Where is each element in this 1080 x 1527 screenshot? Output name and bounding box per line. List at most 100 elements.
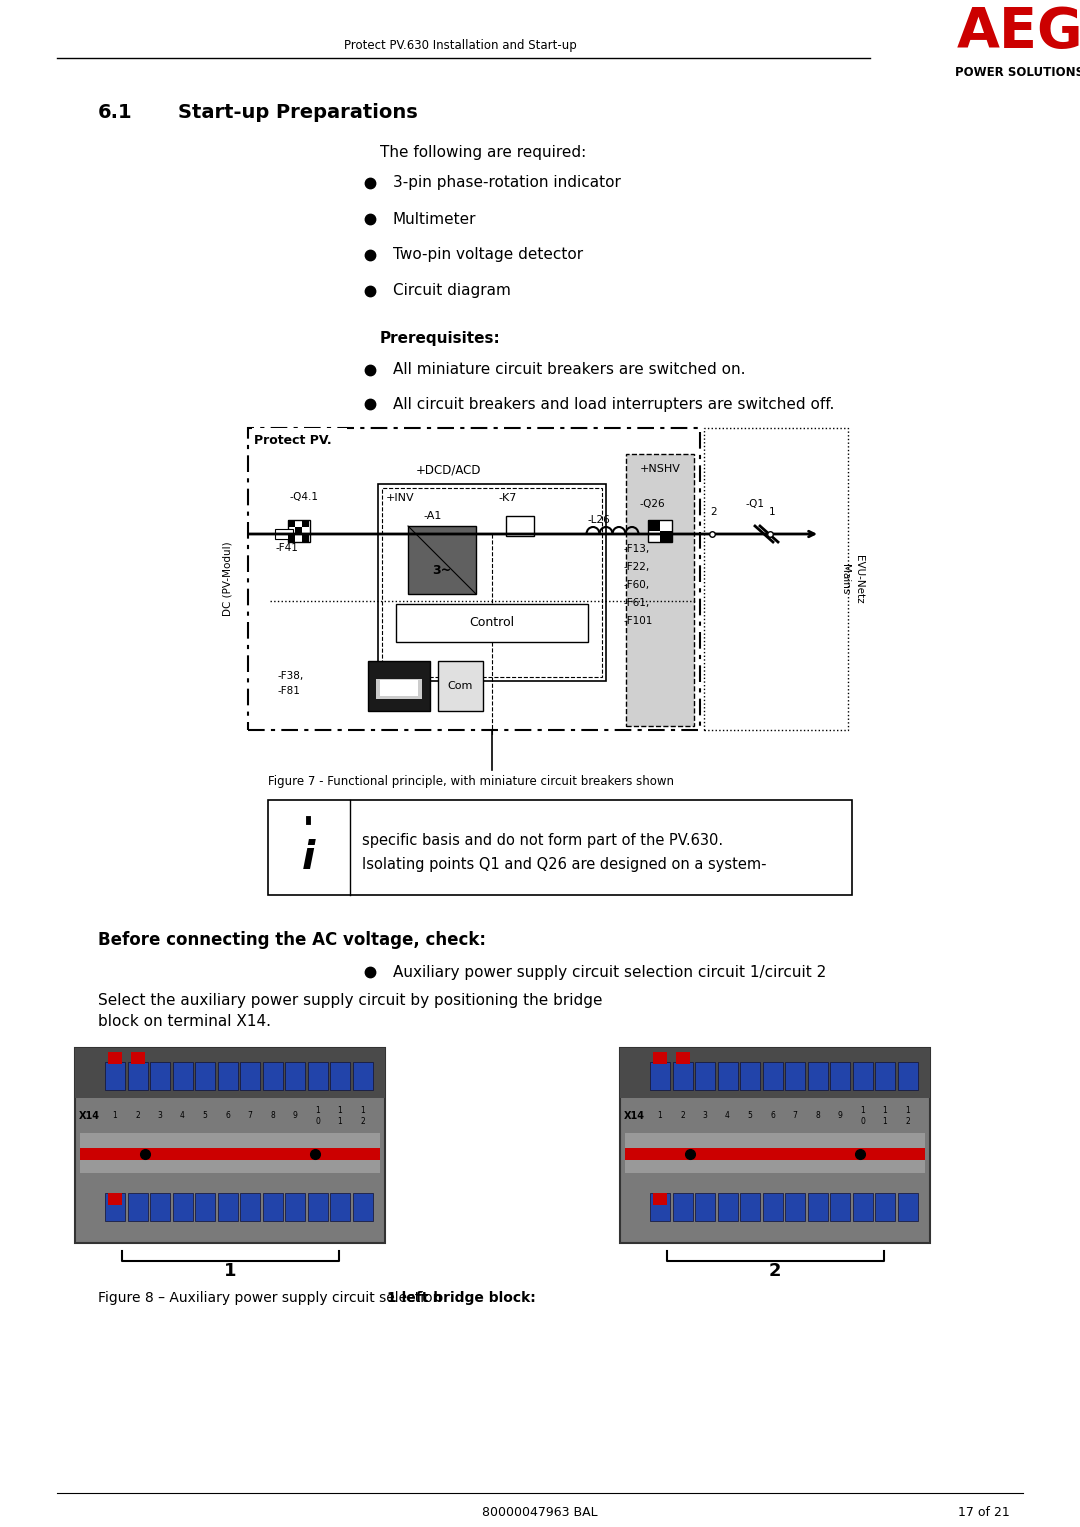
Bar xyxy=(252,428,347,447)
Bar xyxy=(195,1061,215,1090)
Text: -Q1: -Q1 xyxy=(745,499,764,508)
Bar xyxy=(831,1193,850,1222)
Text: Protect PV.: Protect PV. xyxy=(254,434,332,446)
Bar xyxy=(240,1193,260,1222)
Text: -F81: -F81 xyxy=(278,686,301,696)
Text: -Q26: -Q26 xyxy=(640,499,665,508)
Text: block on terminal X14.: block on terminal X14. xyxy=(98,1014,271,1029)
Text: -K7: -K7 xyxy=(498,493,516,502)
Text: 1
2: 1 2 xyxy=(905,1106,909,1125)
Text: 1 left bridge block:: 1 left bridge block: xyxy=(387,1290,536,1306)
Bar xyxy=(288,534,295,542)
Text: 4: 4 xyxy=(180,1112,185,1121)
Bar xyxy=(653,1193,667,1205)
Bar xyxy=(626,454,694,725)
Text: 2: 2 xyxy=(769,1261,781,1280)
Bar xyxy=(368,661,430,712)
Text: 17 of 21: 17 of 21 xyxy=(958,1507,1010,1519)
Text: Multimeter: Multimeter xyxy=(393,212,476,226)
Bar xyxy=(785,1061,805,1090)
Text: 4: 4 xyxy=(725,1112,730,1121)
Text: 1
1: 1 1 xyxy=(338,1106,342,1125)
Bar xyxy=(717,1193,738,1222)
Bar xyxy=(625,1133,924,1173)
Text: -F60,: -F60, xyxy=(624,580,650,589)
Bar xyxy=(704,428,848,730)
Bar xyxy=(507,516,534,536)
Bar xyxy=(131,1052,145,1064)
Bar xyxy=(262,1061,283,1090)
Bar xyxy=(831,1061,850,1090)
Text: Prerequisites:: Prerequisites: xyxy=(380,330,501,345)
Bar xyxy=(620,1048,930,1243)
Bar xyxy=(653,1052,667,1064)
Bar xyxy=(308,1061,327,1090)
Text: i: i xyxy=(301,838,314,876)
Bar xyxy=(380,680,418,696)
Bar xyxy=(105,1061,125,1090)
Bar xyxy=(308,1193,327,1222)
Bar xyxy=(248,428,700,730)
Text: +NSHV: +NSHV xyxy=(639,464,680,473)
Bar xyxy=(240,1061,260,1090)
Bar xyxy=(762,1193,783,1222)
Text: EVU-Netz
Mains: EVU-Netz Mains xyxy=(840,554,864,603)
Text: Isolating points Q1 and Q26 are designed on a system-: Isolating points Q1 and Q26 are designed… xyxy=(362,857,767,872)
Bar xyxy=(675,1052,689,1064)
Text: Start-up Preparations: Start-up Preparations xyxy=(178,104,418,122)
Bar xyxy=(108,1193,122,1205)
Text: 3~: 3~ xyxy=(432,563,451,577)
Text: 80000047963 BAL: 80000047963 BAL xyxy=(482,1507,598,1519)
Bar xyxy=(195,1193,215,1222)
Bar xyxy=(625,1148,924,1161)
Bar xyxy=(127,1193,148,1222)
Bar xyxy=(285,1061,305,1090)
Bar xyxy=(660,531,672,542)
Text: Circuit diagram: Circuit diagram xyxy=(393,284,511,298)
Bar xyxy=(438,661,483,712)
Bar xyxy=(275,528,293,539)
Text: 7: 7 xyxy=(793,1112,797,1121)
Text: 9: 9 xyxy=(293,1112,297,1121)
Text: The following are required:: The following are required: xyxy=(380,145,586,159)
Bar xyxy=(302,521,309,527)
Bar xyxy=(378,484,606,681)
Text: -F13,: -F13, xyxy=(624,544,650,554)
Text: X14: X14 xyxy=(79,1112,99,1121)
Bar xyxy=(270,454,696,725)
Text: 1
2: 1 2 xyxy=(360,1106,365,1125)
Bar xyxy=(650,1061,670,1090)
Text: 1: 1 xyxy=(769,507,775,518)
Text: -F22,: -F22, xyxy=(624,562,650,573)
Text: 2: 2 xyxy=(135,1112,140,1121)
Bar xyxy=(620,1048,930,1098)
Text: -F101: -F101 xyxy=(624,615,653,626)
Bar xyxy=(852,1061,873,1090)
Text: AEG: AEG xyxy=(957,5,1080,60)
Bar xyxy=(673,1193,692,1222)
Bar xyxy=(217,1061,238,1090)
Bar xyxy=(288,521,295,527)
Text: -A1: -A1 xyxy=(423,512,442,521)
Bar xyxy=(330,1061,350,1090)
Text: 6.1: 6.1 xyxy=(98,104,133,122)
Text: 6: 6 xyxy=(225,1112,230,1121)
Text: 5: 5 xyxy=(747,1112,753,1121)
Text: -L26: -L26 xyxy=(588,515,611,525)
Text: 1: 1 xyxy=(658,1112,662,1121)
Bar xyxy=(696,1193,715,1222)
Text: All miniature circuit breakers are switched on.: All miniature circuit breakers are switc… xyxy=(393,362,745,377)
Text: 3: 3 xyxy=(158,1112,162,1121)
Text: 8: 8 xyxy=(815,1112,820,1121)
Text: 2: 2 xyxy=(680,1112,685,1121)
Text: 5: 5 xyxy=(203,1112,207,1121)
Bar xyxy=(408,525,476,594)
Text: 1
0: 1 0 xyxy=(860,1106,865,1125)
Bar xyxy=(352,1061,373,1090)
Bar xyxy=(852,1193,873,1222)
Text: Com: Com xyxy=(448,681,473,692)
Bar xyxy=(673,1061,692,1090)
Text: 2: 2 xyxy=(711,507,717,518)
Bar xyxy=(785,1193,805,1222)
Bar xyxy=(897,1193,918,1222)
